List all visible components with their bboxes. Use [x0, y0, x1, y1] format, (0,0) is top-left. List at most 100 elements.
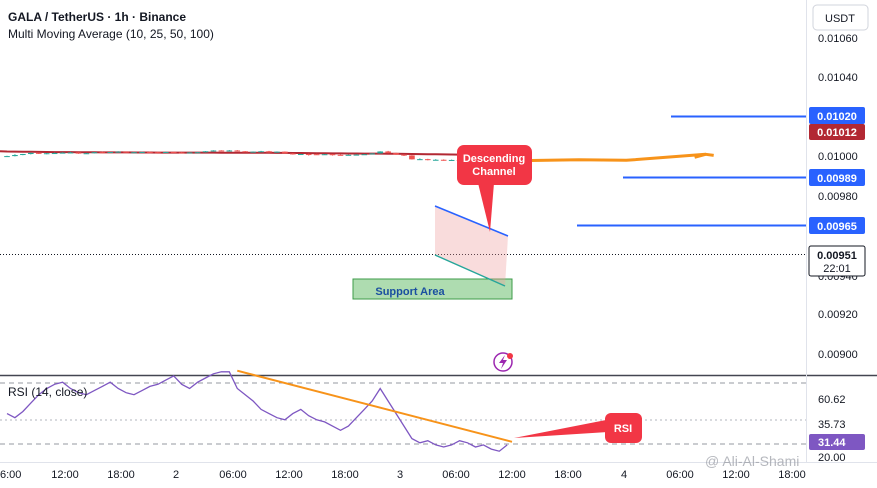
callout-line-1: Descending: [463, 153, 525, 165]
candle-body: [51, 153, 58, 155]
candle: [12, 154, 18, 157]
candle-body: [67, 152, 74, 154]
candle: [305, 153, 312, 156]
time-tick: 12:00: [51, 469, 79, 481]
candle: [170, 151, 177, 154]
candles-layer[interactable]: [4, 150, 511, 163]
price-tick: 0.01040: [818, 72, 858, 84]
descending-channel[interactable]: [434, 205, 509, 287]
target-lines[interactable]: [577, 115, 806, 227]
rsi-trendline: [237, 369, 513, 443]
candle-body: [353, 154, 360, 156]
watermark: @ Ali-Al-Shami: [705, 453, 799, 469]
candle-body: [345, 154, 352, 156]
channel-fill: [435, 206, 508, 286]
rsi-level-label: 20.00: [818, 452, 846, 464]
candle: [329, 154, 336, 156]
candle: [28, 152, 34, 155]
rsi-line: [6, 371, 508, 452]
candle-body: [297, 154, 304, 156]
candle-body: [321, 154, 328, 156]
forecast-line: [515, 152, 706, 163]
candle: [266, 150, 272, 153]
time-tick: 12:00: [722, 469, 750, 481]
candle: [91, 152, 98, 154]
candle: [99, 151, 106, 154]
candle: [155, 151, 161, 154]
forecast-arrowhead: [694, 152, 714, 159]
candle: [385, 150, 391, 154]
time-tick: 12:00: [275, 469, 303, 481]
candle: [448, 159, 455, 161]
forecast-path-layer[interactable]: [515, 152, 714, 163]
candle-body: [313, 154, 320, 156]
candle-body: [393, 153, 399, 155]
currency-button-label: USDT: [825, 13, 855, 25]
moving-average-layer: [0, 150, 508, 156]
candle: [35, 152, 42, 155]
rsi-callout[interactable]: RSI: [514, 413, 642, 443]
candle-body: [242, 151, 248, 153]
candle-body: [20, 154, 26, 156]
price-axis[interactable]: 0.01060 0.01040 0.01000 0.00980 0.00940 …: [818, 33, 858, 361]
rsi-level-label: 35.73: [818, 419, 846, 431]
candle-body: [417, 159, 423, 161]
candle-body: [43, 153, 50, 155]
time-tick: 18:00: [331, 469, 359, 481]
support-area[interactable]: Support Area: [352, 278, 513, 300]
candle-body: [123, 151, 129, 153]
candle-body: [305, 154, 312, 156]
price-tags: 0.01020 0.01012 0.00989 0.00965 0.00951 …: [808, 107, 866, 277]
candle: [313, 153, 320, 156]
rsi-value-label: 31.44: [818, 437, 846, 449]
currency-button[interactable]: USDT: [812, 4, 869, 31]
candle-body: [59, 152, 66, 154]
candle-body: [91, 152, 98, 154]
candle-body: [163, 152, 169, 154]
descending-channel-callout[interactable]: Descending Channel: [457, 145, 532, 232]
candle: [131, 152, 137, 154]
candle: [337, 154, 344, 156]
candle-body: [250, 151, 256, 153]
candle: [67, 151, 74, 154]
candle: [393, 152, 399, 155]
candle-body: [83, 153, 90, 155]
moving-average-line: [0, 150, 508, 156]
price-tick: 0.01000: [818, 151, 858, 163]
candle: [401, 154, 407, 156]
candle: [210, 150, 217, 152]
support-area-box: [352, 278, 513, 300]
candle: [258, 150, 264, 153]
time-axis[interactable]: 6:00 12:00 18:00 2 06:00 12:00 18:00 3 0…: [0, 469, 806, 481]
candle-body: [218, 150, 225, 152]
time-tick: 3: [397, 469, 403, 481]
callout-pointer: [478, 183, 494, 232]
candle: [361, 154, 368, 156]
candle: [115, 151, 121, 153]
candle-body: [369, 153, 376, 155]
rsi-level-lines: [0, 382, 806, 445]
candle-body: [28, 152, 34, 155]
candle-body: [329, 154, 336, 156]
candle: [409, 155, 415, 160]
candle: [139, 151, 145, 154]
target-3-tag: [809, 217, 865, 234]
candle: [297, 153, 304, 156]
channel-upper-line: [434, 205, 509, 237]
candle-body: [290, 153, 296, 155]
ma-tag-label: 0.01012: [817, 127, 857, 139]
time-tick: 06:00: [219, 469, 247, 481]
candle: [43, 153, 50, 155]
price-tick: 0.00920: [818, 309, 858, 321]
candle-body: [186, 152, 193, 154]
candle: [83, 152, 90, 155]
indicator-title: Multi Moving Average (10, 25, 50, 100): [8, 27, 214, 41]
time-tick: 6:00: [0, 469, 21, 481]
candle-body: [210, 150, 217, 152]
candle: [282, 151, 288, 154]
lightning-icon[interactable]: [493, 352, 513, 372]
ma-tag: [809, 124, 865, 140]
candle: [242, 151, 248, 153]
